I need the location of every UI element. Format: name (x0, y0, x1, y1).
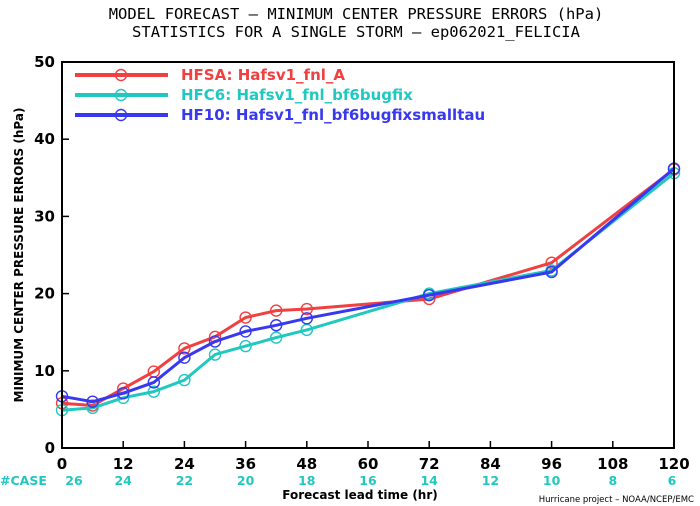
case-count: 8 (608, 473, 617, 488)
x-tick-label: 0 (57, 455, 67, 473)
x-tick-label: 84 (480, 455, 501, 473)
legend: HFSA: Hafsv1_fnl_A HFC6: Hafsv1_fnl_bf6bu… (75, 66, 485, 124)
case-count: 6 (668, 473, 677, 488)
case-count: 22 (176, 473, 193, 488)
data-point (423, 288, 436, 302)
data-point (147, 385, 161, 398)
x-axis-ticks: 0 12 24 36 48 60 72 84 96 108 120 (57, 441, 690, 473)
chart-title: MODEL FORECAST – MINIMUM CENTER PRESSURE… (109, 5, 604, 23)
series-layer (55, 162, 681, 417)
case-count: 20 (237, 473, 255, 488)
legend-swatch-marker (114, 108, 128, 122)
y-tick-label: 50 (34, 53, 55, 71)
x-axis-label: Forecast lead time (hr) (282, 488, 438, 502)
y-tick-label: 20 (34, 285, 55, 303)
x-tick-label: 96 (541, 455, 562, 473)
data-point (239, 325, 252, 338)
case-count: 26 (65, 473, 83, 488)
data-point (270, 331, 283, 344)
x-tick-label: 36 (235, 455, 256, 473)
data-point (239, 339, 252, 353)
data-point (270, 319, 283, 332)
x-tick-label: 108 (597, 455, 628, 473)
series-line (61, 172, 675, 412)
x-tick-label: 12 (113, 455, 134, 473)
data-point (545, 265, 558, 279)
data-point (208, 335, 222, 348)
credit-text: Hurricane project – NOAA/NCEP/EMC (539, 495, 694, 505)
y-tick-label: 30 (34, 207, 55, 225)
legend-entry: HFC6: Hafsv1_fnl_bf6bugfix (181, 86, 413, 104)
x-tick-label: 48 (296, 455, 317, 473)
data-point (300, 312, 313, 325)
case-count: 12 (482, 473, 499, 488)
y-tick-label: 0 (45, 439, 55, 457)
x-tick-label: 120 (658, 455, 689, 473)
series-line (61, 168, 675, 407)
case-count: 16 (359, 473, 377, 488)
y-axis-label: MINIMUM CENTER PRESSURE ERRORS (hPa) (12, 108, 26, 403)
y-tick-label: 10 (34, 362, 55, 380)
data-point (86, 395, 99, 408)
plot-frame (61, 61, 675, 449)
legend-swatch-marker (114, 68, 128, 82)
y-tick-label: 40 (34, 130, 55, 148)
x-tick-label: 60 (358, 455, 379, 473)
case-count: 24 (114, 473, 132, 488)
case-count: 10 (543, 473, 561, 488)
data-point (116, 386, 130, 400)
case-counts: 26 24 22 20 18 16 14 12 10 8 6 (65, 473, 676, 488)
data-point (208, 348, 222, 361)
x-tick-label: 24 (174, 455, 195, 473)
case-count: 18 (298, 473, 315, 488)
x-tick-label: 72 (419, 455, 440, 473)
data-point (270, 304, 283, 317)
data-point (178, 351, 191, 364)
case-count: 14 (420, 473, 438, 488)
legend-entry: HF10: Hafsv1_fnl_bf6bugfixsmalltau (181, 106, 485, 124)
data-point (239, 311, 252, 324)
data-point (178, 342, 191, 355)
case-label: #CASE (0, 473, 47, 488)
data-point (147, 376, 161, 389)
chart-subtitle: STATISTICS FOR A SINGLE STORM – ep062021… (132, 23, 581, 41)
data-point (178, 373, 191, 387)
data-point (545, 256, 558, 269)
data-point (300, 302, 313, 316)
legend-entry: HFSA: Hafsv1_fnl_A (181, 66, 345, 84)
legend-swatch-marker (114, 88, 128, 102)
